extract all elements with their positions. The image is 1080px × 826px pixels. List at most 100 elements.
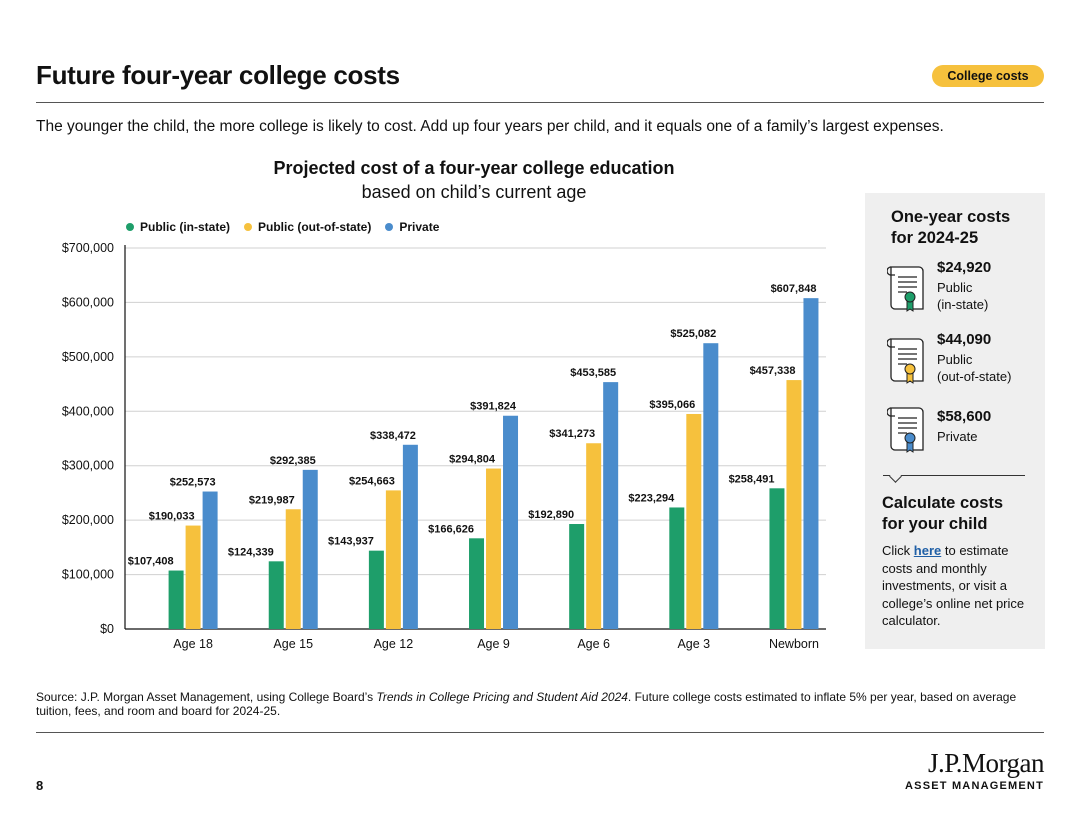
y-tick-label: $200,000	[62, 513, 114, 527]
data-label: $457,338	[750, 365, 796, 377]
bar	[686, 413, 702, 629]
legend-label: Public (in-state)	[140, 220, 231, 234]
cost-item-public-out-of-state: $44,090 Public (out-of-state)	[937, 331, 1011, 385]
y-tick-label: $600,000	[62, 295, 114, 309]
bar	[569, 524, 585, 629]
bar	[786, 380, 802, 629]
bar	[769, 488, 785, 629]
data-label: $258,491	[729, 473, 775, 485]
bar	[402, 444, 418, 629]
cost-label: Public	[937, 280, 973, 295]
footer-divider	[36, 732, 1044, 733]
panel-heading-line2: for 2024-25	[891, 229, 979, 247]
x-tick-label: Age 15	[273, 637, 313, 651]
cost-item-private: $58,600 Private	[937, 408, 991, 445]
calculate-heading: Calculate costs for your child	[882, 493, 1003, 535]
logo-subtitle: ASSET MANAGEMENT	[905, 780, 1044, 792]
data-label: $124,339	[228, 546, 274, 558]
data-label: $395,066	[649, 399, 695, 411]
section-badge: College costs	[932, 65, 1044, 87]
legend-label: Public (out-of-state)	[258, 220, 372, 234]
calculate-text-suffix: to estimate costs and monthly investment…	[882, 543, 1025, 628]
data-label: $607,848	[771, 283, 817, 295]
chart-title: Projected cost of a four-year college ed…	[273, 158, 675, 178]
bar	[185, 525, 201, 629]
data-label: $341,273	[549, 428, 595, 440]
x-tick-label: Age 9	[477, 637, 510, 651]
page-title: Future four-year college costs	[36, 60, 400, 90]
cost-amount: $44,090	[937, 331, 992, 348]
bar	[703, 343, 719, 629]
calculate-heading-line1: Calculate costs	[882, 494, 1004, 512]
bar	[603, 382, 619, 629]
bar	[368, 550, 384, 629]
one-year-costs-panel: One-year costs for 2024-25 $24,920 Publi…	[865, 193, 1045, 649]
cost-label-line2: (out-of-state)	[937, 369, 1012, 384]
certificate-blue-seal-icon	[887, 407, 924, 453]
data-label: $254,663	[349, 475, 395, 487]
bar	[803, 298, 819, 629]
cost-label-line2: (in-state)	[937, 297, 989, 312]
data-label: $391,824	[470, 401, 517, 413]
data-label: $338,472	[370, 430, 416, 442]
y-tick-label: $700,000	[62, 241, 114, 255]
cost-label: Public	[937, 352, 973, 367]
panel-divider	[883, 475, 1025, 476]
y-tick-label: $0	[100, 622, 114, 636]
y-tick-label: $100,000	[62, 568, 114, 582]
data-label: $107,408	[128, 556, 174, 568]
page-number: 8	[36, 778, 44, 793]
logo-wordmark: J.P.Morgan	[927, 748, 1045, 778]
legend-item-public-out-of-state: Public (out-of-state)	[244, 220, 371, 234]
data-label: $192,890	[528, 509, 574, 521]
bar-chart: $0 $100,000 $200,000 $300,000 $400,000 $500,0…	[62, 241, 826, 651]
calculator-link[interactable]: here	[913, 543, 942, 558]
source-note: Source: J.P. Morgan Asset Management, us…	[36, 690, 1046, 718]
chart-legend: Public (in-state) Public (out-of-state) …	[126, 220, 439, 234]
x-tick-label: Age 6	[577, 637, 610, 651]
y-tick-label: $300,000	[62, 459, 114, 473]
y-tick-label: $500,000	[62, 350, 114, 364]
chart-subtitle: based on child’s current age	[361, 182, 587, 202]
data-label: $294,804	[449, 454, 496, 466]
bar	[586, 443, 602, 629]
certificate-yellow-seal-icon	[887, 338, 924, 384]
data-label: $292,385	[270, 455, 316, 467]
data-label: $223,294	[628, 492, 675, 504]
legend-dot-icon	[126, 223, 134, 231]
chevron-down-icon	[889, 470, 902, 483]
certificate-green-seal-icon	[887, 266, 924, 312]
data-label: $453,585	[570, 367, 616, 379]
x-tick-label: Age 3	[677, 637, 710, 651]
x-tick-label: Age 12	[374, 637, 414, 651]
source-suffix: . Future college costs estimated to infl…	[36, 690, 1017, 718]
panel-heading: One-year costs	[891, 208, 1011, 226]
legend-dot-icon	[385, 223, 394, 231]
cost-amount: $24,920	[937, 259, 992, 276]
data-label: $525,082	[670, 328, 716, 340]
legend-item-public-in-state: Public (in-state)	[126, 220, 230, 234]
legend-item-private: Private	[385, 220, 439, 234]
bar	[503, 415, 519, 629]
data-label: $143,937	[328, 536, 374, 548]
calculate-text-prefix: Click	[882, 543, 914, 558]
x-tick-label: Newborn	[769, 637, 819, 651]
source-italic: Trends in College Pricing and Student Ai…	[376, 690, 628, 704]
data-label: $219,987	[249, 494, 295, 506]
header-divider	[36, 102, 1044, 103]
bar	[486, 468, 502, 629]
jpmorgan-logo: J.P.Morgan ASSET MANAGEMENT	[900, 748, 1044, 792]
page-subtitle: The younger the child, the more college …	[36, 118, 944, 135]
calculate-heading-line2: for your child	[882, 515, 988, 533]
x-tick-label: Age 18	[173, 637, 213, 651]
bar	[302, 469, 318, 629]
legend-label: Private	[399, 220, 440, 234]
bar	[669, 507, 685, 629]
data-label: $252,573	[170, 477, 216, 489]
bar	[469, 538, 485, 629]
cost-label: Private	[937, 429, 978, 444]
bar	[268, 561, 284, 629]
bar	[168, 570, 184, 629]
bar	[202, 491, 218, 629]
legend-dot-icon	[244, 223, 253, 231]
